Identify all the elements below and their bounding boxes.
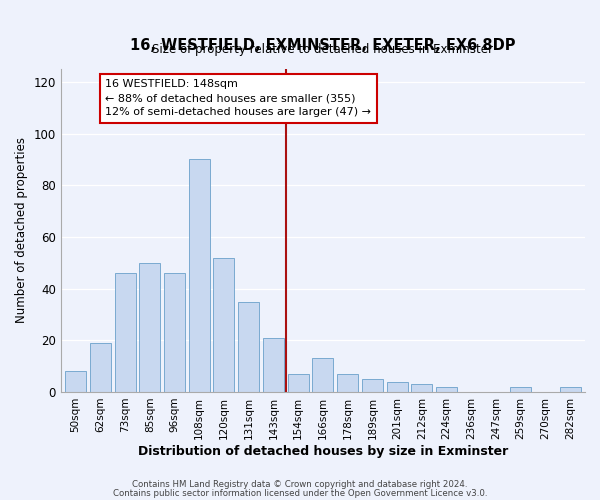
- Text: Size of property relative to detached houses in Exminster: Size of property relative to detached ho…: [152, 43, 493, 56]
- Y-axis label: Number of detached properties: Number of detached properties: [15, 138, 28, 324]
- Bar: [65, 372, 86, 392]
- Bar: [263, 338, 284, 392]
- Bar: [287, 374, 308, 392]
- Text: Contains public sector information licensed under the Open Government Licence v3: Contains public sector information licen…: [113, 488, 487, 498]
- Bar: [115, 273, 136, 392]
- Title: 16, WESTFIELD, EXMINSTER, EXETER, EX6 8DP: 16, WESTFIELD, EXMINSTER, EXETER, EX6 8D…: [130, 38, 515, 52]
- Text: Contains HM Land Registry data © Crown copyright and database right 2024.: Contains HM Land Registry data © Crown c…: [132, 480, 468, 489]
- Bar: [510, 387, 531, 392]
- Bar: [90, 343, 111, 392]
- Bar: [386, 382, 407, 392]
- Bar: [560, 387, 581, 392]
- Bar: [139, 263, 160, 392]
- Bar: [362, 379, 383, 392]
- X-axis label: Distribution of detached houses by size in Exminster: Distribution of detached houses by size …: [138, 444, 508, 458]
- Bar: [214, 258, 235, 392]
- Text: 16 WESTFIELD: 148sqm
← 88% of detached houses are smaller (355)
12% of semi-deta: 16 WESTFIELD: 148sqm ← 88% of detached h…: [105, 80, 371, 118]
- Bar: [164, 273, 185, 392]
- Bar: [337, 374, 358, 392]
- Bar: [411, 384, 433, 392]
- Bar: [238, 302, 259, 392]
- Bar: [313, 358, 334, 392]
- Bar: [436, 387, 457, 392]
- Bar: [189, 160, 210, 392]
